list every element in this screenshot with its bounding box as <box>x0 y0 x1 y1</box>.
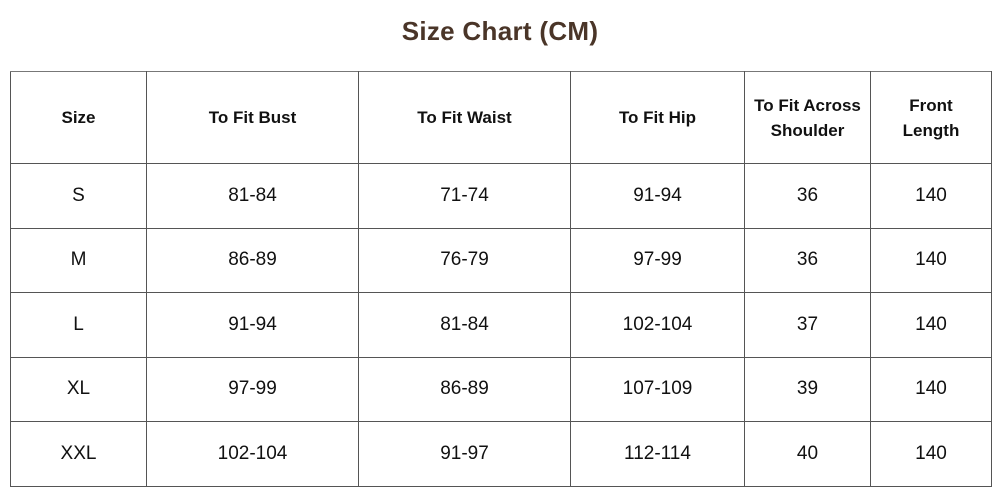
column-header: Size <box>10 71 147 164</box>
table-cell: 76-79 <box>358 227 571 293</box>
table-cell: 140 <box>870 227 992 293</box>
table-cell: 71-74 <box>358 163 571 229</box>
table-cell: 107-109 <box>570 356 745 422</box>
table-cell: 140 <box>870 356 992 422</box>
table-cell: XXL <box>10 421 147 487</box>
table-cell: 91-94 <box>570 163 745 229</box>
table-cell: 36 <box>744 163 871 229</box>
table-cell: S <box>10 163 147 229</box>
table-cell: 91-94 <box>146 292 359 358</box>
column-header: To Fit Waist <box>358 71 571 164</box>
column-header: To Fit Across Shoulder <box>744 71 871 164</box>
table-row: XL 97-99 86-89 107-109 39 140 <box>10 356 992 422</box>
column-header: Front Length <box>870 71 992 164</box>
table-cell: 40 <box>744 421 871 487</box>
table-cell: 112-114 <box>570 421 745 487</box>
table-cell: 81-84 <box>358 292 571 358</box>
page-title: Size Chart (CM) <box>401 16 599 46</box>
table-cell: 81-84 <box>146 163 359 229</box>
size-chart-table: Size To Fit Bust To Fit Waist To Fit Hip To … <box>10 71 992 487</box>
table-cell: 36 <box>744 227 871 293</box>
table-cell: 86-89 <box>358 356 571 422</box>
table-cell: 140 <box>870 163 992 229</box>
table-cell: 102-104 <box>570 292 745 358</box>
table-cell: XL <box>10 356 147 422</box>
table-cell: 97-99 <box>570 227 745 293</box>
table-cell: L <box>10 292 147 358</box>
table-cell: 102-104 <box>146 421 359 487</box>
table-row: XXL 102-104 91-97 112-114 40 140 <box>10 421 992 487</box>
table-row: M 86-89 76-79 97-99 36 140 <box>10 227 992 293</box>
table-cell: 140 <box>870 292 992 358</box>
table-cell: 97-99 <box>146 356 359 422</box>
header-row: Size To Fit Bust To Fit Waist To Fit Hip To … <box>10 71 992 164</box>
table-row: L 91-94 81-84 102-104 37 140 <box>10 292 992 358</box>
table-row: S 81-84 71-74 91-94 36 140 <box>10 163 992 229</box>
table-cell: 86-89 <box>146 227 359 293</box>
table-cell: M <box>10 227 147 293</box>
table-cell: 39 <box>744 356 871 422</box>
column-header: To Fit Hip <box>570 71 745 164</box>
table-cell: 91-97 <box>358 421 571 487</box>
table-cell: 140 <box>870 421 992 487</box>
table-cell: 37 <box>744 292 871 358</box>
column-header: To Fit Bust <box>146 71 359 164</box>
